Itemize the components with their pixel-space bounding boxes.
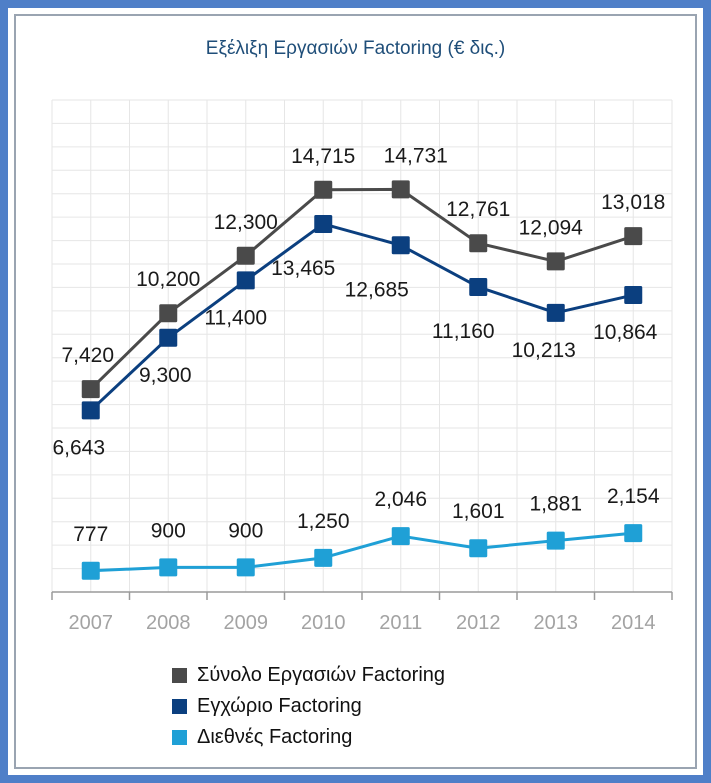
data-point-total bbox=[624, 227, 643, 246]
data-point-total bbox=[236, 246, 255, 265]
legend-label-total: Σύνολο Εργασιών Factoring bbox=[197, 664, 446, 686]
data-point-international bbox=[159, 558, 178, 577]
data-point-domestic bbox=[546, 303, 565, 322]
data-label-total: 12,094 bbox=[519, 216, 584, 239]
data-label-international: 2,046 bbox=[374, 488, 427, 511]
data-label-total: 10,200 bbox=[136, 268, 200, 291]
data-point-total bbox=[81, 380, 100, 399]
data-point-total bbox=[546, 252, 565, 271]
data-label-domestic: 11,160 bbox=[432, 320, 495, 343]
data-label-domestic: 11,400 bbox=[204, 306, 267, 329]
data-label-international: 900 bbox=[151, 519, 186, 542]
data-point-total bbox=[469, 234, 488, 253]
data-point-domestic bbox=[314, 214, 333, 233]
data-point-domestic bbox=[159, 328, 178, 347]
legend-swatch-domestic bbox=[172, 699, 187, 714]
x-tick-label: 2009 bbox=[224, 612, 269, 634]
x-tick-label: 2011 bbox=[379, 612, 422, 634]
x-tick-label: 2010 bbox=[301, 612, 346, 634]
data-label-international: 900 bbox=[228, 519, 263, 542]
data-label-international: 1,881 bbox=[529, 493, 582, 516]
data-point-international bbox=[81, 561, 100, 580]
chart-title: Εξέλιξη Εργασιών Factoring (€ δις.) bbox=[205, 38, 506, 59]
data-point-domestic bbox=[624, 286, 643, 305]
data-label-international: 1,250 bbox=[297, 510, 350, 533]
series-line-domestic bbox=[89, 222, 634, 412]
data-point-international bbox=[391, 527, 410, 546]
x-tick-label: 2012 bbox=[456, 612, 501, 634]
data-label-domestic: 10,213 bbox=[512, 339, 576, 362]
data-label-domestic: 6,643 bbox=[52, 436, 105, 459]
x-tick-label: 2007 bbox=[69, 612, 114, 634]
legend-item-domestic: Εγχώριο Factoring bbox=[172, 691, 445, 722]
data-point-international bbox=[546, 531, 565, 550]
data-label-domestic: 12,685 bbox=[345, 278, 409, 301]
data-label-total: 14,731 bbox=[384, 144, 448, 167]
legend-swatch-international bbox=[172, 730, 187, 745]
data-label-international: 1,601 bbox=[452, 500, 505, 523]
data-label-total: 13,018 bbox=[601, 191, 665, 214]
legend-item-total: Σύνολο Εργασιών Factoring bbox=[172, 660, 445, 691]
data-label-international: 2,154 bbox=[607, 485, 660, 508]
data-label-domestic: 9,300 bbox=[139, 364, 192, 387]
data-point-total bbox=[391, 180, 410, 199]
data-label-total: 12,300 bbox=[214, 211, 278, 234]
data-point-domestic bbox=[469, 277, 488, 296]
legend-label-international: Διεθνές Factoring bbox=[197, 726, 353, 748]
data-point-international bbox=[469, 539, 488, 558]
data-point-total bbox=[159, 304, 178, 323]
data-label-total: 12,761 bbox=[446, 198, 510, 221]
legend-swatch-total bbox=[172, 668, 187, 683]
data-point-domestic bbox=[236, 271, 255, 290]
x-tick-label: 2013 bbox=[534, 612, 579, 634]
data-label-total: 7,420 bbox=[61, 344, 114, 367]
data-point-total bbox=[314, 180, 333, 199]
data-point-international bbox=[314, 548, 333, 567]
series-line-international bbox=[90, 531, 634, 573]
data-label-domestic: 10,864 bbox=[593, 321, 658, 344]
data-point-international bbox=[236, 558, 255, 577]
x-tick-label: 2014 bbox=[611, 612, 656, 634]
data-point-domestic bbox=[391, 236, 410, 255]
legend-label-domestic: Εγχώριο Factoring bbox=[197, 695, 362, 717]
data-point-domestic bbox=[81, 401, 100, 420]
legend-item-international: Διεθνές Factoring bbox=[172, 722, 445, 753]
series-line-total bbox=[89, 187, 634, 391]
data-point-international bbox=[624, 524, 643, 543]
data-label-international: 777 bbox=[73, 523, 108, 546]
x-tick-label: 2008 bbox=[146, 612, 191, 634]
data-label-total: 14,715 bbox=[291, 145, 355, 168]
data-label-domestic: 13,465 bbox=[271, 257, 335, 280]
chart-legend: Σύνολο Εργασιών Factoring Εγχώριο Factor… bbox=[172, 660, 445, 753]
